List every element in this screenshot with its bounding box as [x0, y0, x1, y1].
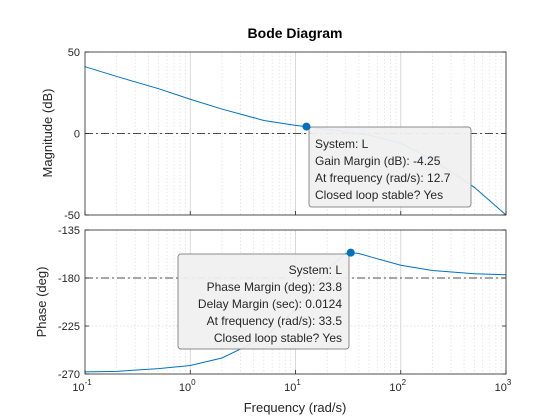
x-tick-label: 101	[284, 378, 301, 394]
datatip-line: Gain Margin (dB): -4.25	[315, 154, 441, 168]
phase-y-tick-label: -180	[58, 273, 80, 285]
x-tick-label: 100	[179, 378, 196, 394]
phase-y-tick-label: -225	[58, 321, 80, 333]
x-tick-label: 102	[389, 378, 406, 394]
datatip-line: Closed loop stable? Yes	[315, 188, 443, 202]
datatip-line: Delay Margin (sec): 0.0124	[198, 297, 342, 311]
datatip-line: System: L	[315, 137, 369, 151]
gain-margin-marker[interactable]	[302, 123, 310, 131]
magnitude-y-tick-label: -50	[64, 210, 80, 222]
x-axis-label: Frequency (rad/s)	[244, 400, 347, 415]
datatip-line: Phase Margin (deg): 23.8	[207, 280, 343, 294]
chart-title: Bode Diagram	[248, 25, 343, 41]
phase-y-label: Phase (deg)	[34, 267, 49, 338]
phase-y-tick-label: -135	[58, 225, 80, 237]
phase-margin-datatip[interactable]: System: L Phase Margin (deg): 23.8 Delay M…	[178, 249, 355, 349]
phase-margin-marker[interactable]	[347, 249, 355, 257]
magnitude-y-tick-label: 50	[68, 47, 80, 59]
phase-y-tick-label: -270	[58, 369, 80, 381]
datatip-line: At frequency (rad/s): 12.7	[315, 171, 451, 185]
magnitude-y-label: Magnitude (dB)	[40, 89, 55, 178]
datatip-line: Closed loop stable? Yes	[214, 331, 342, 345]
magnitude-y-tick-label: 0	[74, 129, 80, 141]
datatip-line: System: L	[289, 263, 343, 277]
gain-margin-datatip[interactable]: System: L Gain Margin (dB): -4.25 At frequ…	[302, 123, 471, 207]
datatip-line: At frequency (rad/s): 33.5	[207, 314, 343, 328]
x-tick-label: 103	[495, 378, 512, 394]
